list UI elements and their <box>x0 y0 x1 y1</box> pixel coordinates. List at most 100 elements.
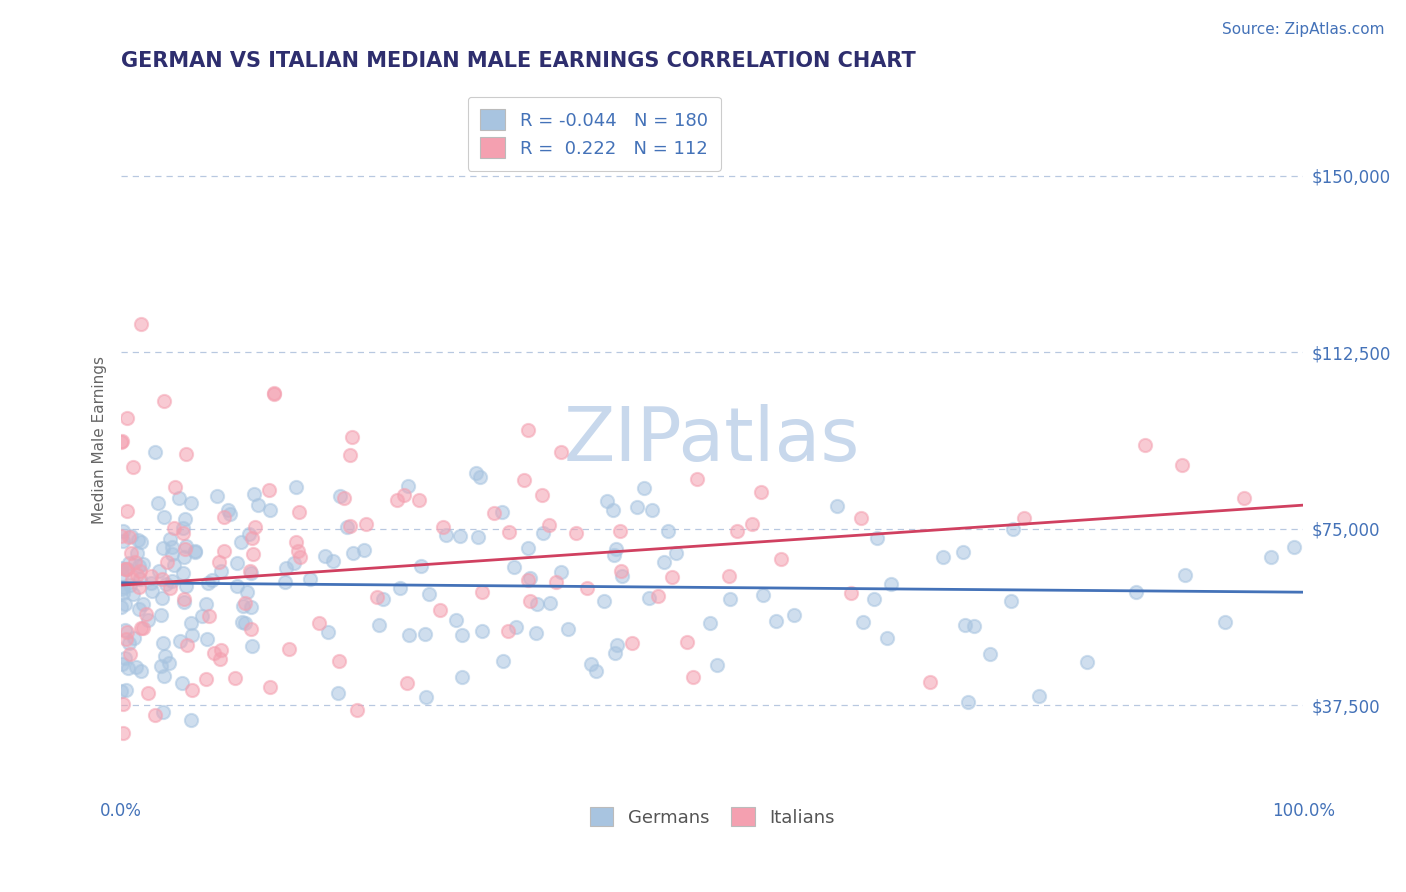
Point <box>606 638 628 652</box>
Point <box>231 615 253 630</box>
Point <box>610 569 633 583</box>
Point <box>159 581 181 595</box>
Point <box>110 600 132 615</box>
Point <box>156 555 179 569</box>
Point <box>603 548 626 562</box>
Point <box>181 627 204 641</box>
Point <box>263 387 285 401</box>
Point <box>1171 458 1194 473</box>
Point <box>1213 615 1236 629</box>
Point <box>172 566 194 580</box>
Point <box>129 664 152 678</box>
Point <box>111 582 134 596</box>
Point <box>194 597 217 611</box>
Point <box>232 599 254 614</box>
Legend: Germans, Italians: Germans, Italians <box>582 799 842 834</box>
Point <box>652 555 675 569</box>
Point <box>128 572 150 586</box>
Point <box>128 602 150 616</box>
Point <box>285 535 308 549</box>
Point <box>531 525 554 540</box>
Point <box>148 564 170 578</box>
Point <box>173 591 195 606</box>
Point <box>153 394 176 409</box>
Point <box>152 636 174 650</box>
Point <box>274 574 297 589</box>
Point <box>112 580 135 594</box>
Point <box>398 628 420 642</box>
Point <box>699 615 721 630</box>
Point <box>449 528 471 542</box>
Point <box>127 546 149 560</box>
Point <box>247 498 270 512</box>
Point <box>283 556 305 570</box>
Point <box>450 670 472 684</box>
Point <box>110 684 132 698</box>
Point <box>172 520 194 534</box>
Point <box>155 576 177 591</box>
Point <box>579 657 602 672</box>
Point <box>207 555 229 569</box>
Point <box>111 566 134 581</box>
Point <box>409 559 432 574</box>
Point <box>173 511 195 525</box>
Point <box>537 517 560 532</box>
Point <box>136 686 159 700</box>
Point <box>163 558 186 572</box>
Point <box>513 473 536 487</box>
Point <box>852 615 875 629</box>
Point <box>1133 438 1156 452</box>
Point <box>657 524 679 538</box>
Point <box>1000 594 1022 608</box>
Point <box>180 713 202 727</box>
Point <box>503 559 526 574</box>
Point <box>169 634 191 648</box>
Point <box>148 496 170 510</box>
Point <box>243 519 266 533</box>
Point <box>209 643 232 657</box>
Point <box>259 503 281 517</box>
Point <box>1260 549 1282 564</box>
Point <box>277 641 299 656</box>
Point <box>491 504 513 518</box>
Point <box>373 591 395 606</box>
Point <box>682 669 704 683</box>
Point <box>505 620 527 634</box>
Point <box>143 444 166 458</box>
Point <box>444 613 467 627</box>
Point <box>557 622 579 636</box>
Point <box>111 657 134 671</box>
Point <box>141 569 163 583</box>
Point <box>121 572 143 586</box>
Point <box>152 669 174 683</box>
Point <box>111 534 134 549</box>
Point <box>117 661 139 675</box>
Point <box>135 607 157 621</box>
Point <box>114 562 136 576</box>
Point <box>492 654 515 668</box>
Point <box>389 581 412 595</box>
Point <box>575 582 598 596</box>
Point <box>516 573 538 587</box>
Point <box>174 541 197 556</box>
Point <box>174 539 197 553</box>
Point <box>238 526 260 541</box>
Point <box>127 533 149 548</box>
Point <box>725 524 748 538</box>
Point <box>239 566 262 580</box>
Point <box>346 703 368 717</box>
Point <box>605 646 627 660</box>
Point <box>110 529 132 543</box>
Point <box>129 564 152 578</box>
Point <box>111 698 134 712</box>
Point <box>329 489 352 503</box>
Point <box>865 531 887 545</box>
Point <box>538 596 561 610</box>
Point <box>160 540 183 554</box>
Point <box>150 607 173 622</box>
Point <box>115 632 138 646</box>
Point <box>167 491 190 505</box>
Point <box>354 517 377 532</box>
Point <box>136 613 159 627</box>
Point <box>626 500 648 514</box>
